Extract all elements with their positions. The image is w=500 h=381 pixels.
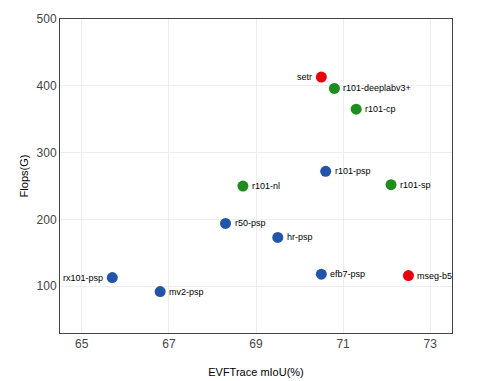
- svg-text:r101-cp: r101-cp: [365, 104, 396, 114]
- svg-text:73: 73: [424, 337, 438, 351]
- svg-text:r101-deeplabv3+: r101-deeplabv3+: [343, 83, 411, 93]
- svg-text:mv2-psp: mv2-psp: [169, 287, 204, 297]
- svg-text:69: 69: [249, 337, 263, 351]
- svg-text:rx101-psp: rx101-psp: [63, 273, 103, 283]
- svg-text:r50-psp: r50-psp: [235, 218, 266, 228]
- svg-text:100: 100: [37, 279, 57, 293]
- svg-text:300: 300: [37, 146, 57, 160]
- svg-text:r101-sp: r101-sp: [400, 180, 431, 190]
- svg-text:71: 71: [336, 337, 350, 351]
- svg-text:Flops(G): Flops(G): [18, 155, 30, 198]
- svg-text:400: 400: [37, 79, 57, 93]
- svg-text:efb7-psp: efb7-psp: [330, 269, 365, 279]
- svg-text:r101-nl: r101-nl: [252, 181, 280, 191]
- svg-text:EVFTrace mIoU(%): EVFTrace mIoU(%): [208, 366, 304, 378]
- svg-text:setr: setr: [297, 72, 312, 82]
- svg-text:hr-psp: hr-psp: [287, 232, 313, 242]
- svg-text:r101-psp: r101-psp: [335, 166, 371, 176]
- svg-text:65: 65: [75, 337, 89, 351]
- svg-text:200: 200: [37, 213, 57, 227]
- svg-text:67: 67: [162, 337, 176, 351]
- svg-text:500: 500: [37, 12, 57, 26]
- svg-text:mseg-b5: mseg-b5: [417, 271, 452, 281]
